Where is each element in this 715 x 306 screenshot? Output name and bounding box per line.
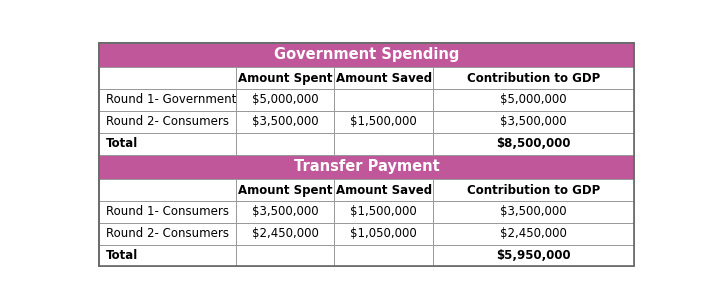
Bar	[335, 133, 433, 155]
Text: Amount Spent: Amount Spent	[237, 184, 332, 196]
Bar	[99, 67, 235, 89]
Bar	[235, 201, 335, 223]
Bar	[99, 133, 235, 155]
Text: $8,500,000: $8,500,000	[496, 137, 571, 150]
Text: $5,950,000: $5,950,000	[496, 249, 571, 262]
Text: Transfer Payment: Transfer Payment	[294, 159, 439, 174]
Text: $3,500,000: $3,500,000	[252, 205, 318, 218]
Bar	[99, 43, 633, 67]
Text: Total: Total	[106, 249, 138, 262]
Bar	[335, 244, 433, 267]
Text: Contribution to GDP: Contribution to GDP	[467, 184, 600, 196]
Text: $1,500,000: $1,500,000	[350, 205, 417, 218]
Bar	[99, 223, 235, 244]
Text: Round 2- Consumers: Round 2- Consumers	[106, 227, 229, 240]
Bar	[433, 223, 633, 244]
Bar	[235, 133, 335, 155]
Bar	[433, 133, 633, 155]
Text: $1,500,000: $1,500,000	[350, 115, 417, 128]
Bar	[335, 67, 433, 89]
Bar	[335, 89, 433, 111]
Bar	[235, 179, 335, 201]
Bar	[335, 223, 433, 244]
Text: $5,000,000: $5,000,000	[252, 93, 318, 106]
Bar	[433, 89, 633, 111]
Text: Amount Saved: Amount Saved	[336, 184, 432, 196]
Bar	[99, 179, 235, 201]
Text: Amount Saved: Amount Saved	[336, 72, 432, 85]
Text: Round 1- Government: Round 1- Government	[106, 93, 237, 106]
Text: $1,050,000: $1,050,000	[350, 227, 417, 240]
Bar	[99, 89, 235, 111]
Text: $3,500,000: $3,500,000	[500, 115, 567, 128]
Text: Round 2- Consumers: Round 2- Consumers	[106, 115, 229, 128]
Bar	[235, 89, 335, 111]
Text: Total: Total	[106, 137, 138, 150]
Bar	[335, 111, 433, 133]
Text: $2,450,000: $2,450,000	[500, 227, 567, 240]
Text: $3,500,000: $3,500,000	[252, 115, 318, 128]
Bar	[99, 201, 235, 223]
Bar	[433, 201, 633, 223]
Bar	[433, 244, 633, 267]
Text: $3,500,000: $3,500,000	[500, 205, 567, 218]
Bar	[335, 179, 433, 201]
Bar	[433, 111, 633, 133]
Text: Round 1- Consumers: Round 1- Consumers	[106, 205, 229, 218]
Bar	[99, 111, 235, 133]
Bar	[433, 179, 633, 201]
Bar	[235, 67, 335, 89]
Bar	[433, 67, 633, 89]
Bar	[99, 244, 235, 267]
Bar	[235, 244, 335, 267]
Text: Contribution to GDP: Contribution to GDP	[467, 72, 600, 85]
Text: $2,450,000: $2,450,000	[252, 227, 318, 240]
Text: $5,000,000: $5,000,000	[500, 93, 567, 106]
Bar	[99, 155, 633, 179]
Bar	[235, 223, 335, 244]
Bar	[235, 111, 335, 133]
Text: Government Spending: Government Spending	[274, 47, 459, 62]
Bar	[335, 201, 433, 223]
Text: Amount Spent: Amount Spent	[237, 72, 332, 85]
